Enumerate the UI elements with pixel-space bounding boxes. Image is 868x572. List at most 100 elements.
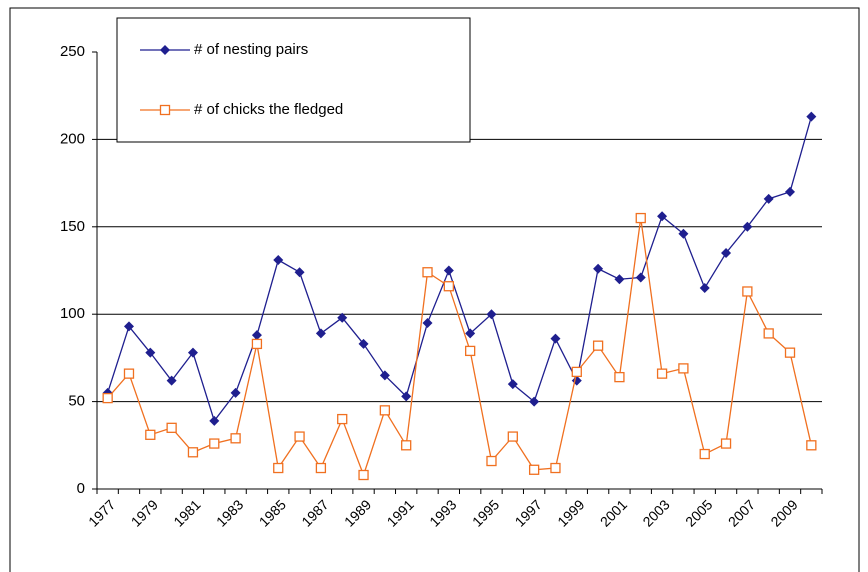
legend-label: # of chicks the fledged — [194, 101, 343, 118]
marker — [401, 440, 412, 451]
marker — [379, 405, 391, 416]
marker — [401, 391, 412, 402]
marker — [678, 228, 689, 239]
x-tick-label: 1987 — [298, 496, 331, 529]
marker — [209, 415, 220, 426]
y-tick-label: 250 — [60, 43, 85, 60]
x-tick-label: 1989 — [341, 496, 374, 529]
x-tick-label: 1985 — [256, 496, 289, 529]
marker — [528, 464, 540, 475]
marker — [209, 438, 220, 449]
x-tick-label: 2001 — [597, 496, 630, 529]
marker — [550, 333, 561, 344]
marker — [699, 448, 710, 460]
x-tick-label: 2009 — [767, 496, 800, 529]
marker — [294, 267, 305, 278]
marker — [123, 368, 135, 379]
x-tick-label: 1991 — [384, 496, 417, 529]
marker — [422, 267, 433, 278]
marker — [742, 286, 753, 297]
marker — [358, 338, 369, 349]
marker — [656, 368, 668, 379]
x-tick-label: 1979 — [128, 496, 161, 529]
marker — [742, 221, 753, 232]
marker — [721, 248, 732, 259]
marker — [784, 347, 796, 358]
marker — [251, 338, 263, 350]
marker — [230, 433, 241, 444]
marker — [571, 375, 582, 386]
marker — [294, 431, 305, 442]
series — [102, 212, 817, 481]
legend-box — [116, 17, 471, 143]
marker — [486, 309, 497, 320]
marker — [678, 363, 689, 374]
marker — [465, 345, 476, 357]
x-tick-label: 1983 — [213, 496, 246, 529]
x-tick-label: 1995 — [469, 496, 502, 529]
x-tick-label: 2007 — [725, 496, 758, 529]
marker — [763, 328, 774, 339]
marker — [337, 312, 348, 323]
series-line — [107, 217, 812, 477]
marker — [145, 347, 156, 358]
legend: # of nesting pairs # of chicks the fledge… — [116, 17, 471, 143]
marker — [187, 347, 198, 358]
x-tick-label: 2005 — [682, 496, 715, 529]
marker — [593, 263, 604, 274]
marker — [507, 379, 518, 390]
marker — [550, 462, 561, 474]
series-line — [107, 116, 812, 423]
y-tick-label: 200 — [60, 130, 85, 147]
marker — [102, 392, 113, 404]
marker — [123, 321, 134, 332]
marker — [230, 387, 241, 398]
marker — [785, 186, 796, 197]
marker — [187, 447, 199, 458]
marker — [763, 193, 774, 204]
y-tick-label: 0 — [77, 480, 85, 497]
legend-label: # of nesting pairs — [194, 41, 308, 58]
marker — [273, 462, 284, 474]
marker — [251, 330, 262, 341]
x-tick-label: 1977 — [85, 496, 118, 529]
marker — [160, 45, 170, 55]
marker — [486, 455, 497, 467]
marker — [592, 340, 604, 351]
marker — [145, 429, 156, 440]
marker — [635, 272, 646, 283]
marker — [315, 328, 326, 339]
marker — [465, 328, 476, 339]
x-tick-label: 1997 — [512, 496, 545, 529]
marker — [614, 371, 625, 383]
marker — [159, 104, 171, 116]
marker — [699, 282, 710, 293]
x-tick-label: 1981 — [170, 496, 203, 529]
marker — [806, 111, 817, 122]
marker — [273, 255, 284, 266]
x-tick-label: 1999 — [554, 496, 587, 529]
marker — [379, 370, 390, 381]
chart-frame — [9, 7, 860, 572]
series — [102, 111, 817, 426]
marker — [507, 431, 518, 442]
marker — [443, 281, 454, 292]
y-tick-label: 50 — [68, 393, 85, 410]
marker — [614, 274, 625, 285]
x-tick-label: 2003 — [639, 496, 672, 529]
y-tick-label: 150 — [60, 218, 85, 235]
marker — [657, 211, 668, 222]
marker — [315, 462, 327, 474]
marker — [337, 413, 348, 425]
marker — [422, 317, 433, 328]
x-tick-label: 1993 — [426, 496, 459, 529]
y-tick-label: 100 — [60, 305, 85, 322]
marker — [806, 440, 817, 451]
marker — [720, 438, 732, 449]
marker — [358, 469, 369, 481]
marker — [166, 375, 177, 386]
marker — [571, 366, 582, 378]
marker — [529, 396, 540, 407]
marker — [166, 422, 177, 433]
